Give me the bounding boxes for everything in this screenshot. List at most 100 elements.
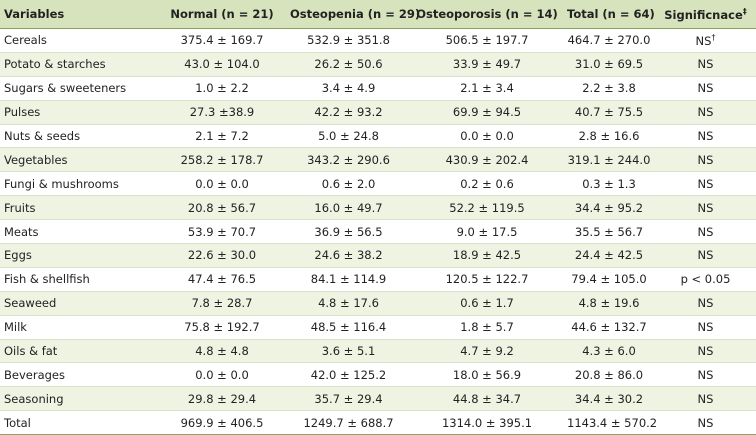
cell-text: 0.0 ± 0.0 <box>195 367 249 382</box>
cell: 18.0 ± 56.9 <box>411 362 563 388</box>
cell-text: 35.5 ± 56.7 <box>574 224 644 239</box>
cell-text: 40.7 ± 75.5 <box>574 105 644 120</box>
header-cell: Osteoporosis (n = 14) <box>411 0 563 29</box>
cell: 44.6 ± 132.7 <box>563 315 655 340</box>
cell-text: 4.8 ± 17.6 <box>318 296 379 311</box>
cell-text: NS <box>697 344 714 359</box>
cell-text: NS <box>697 105 714 120</box>
row-label: Cereals <box>0 28 158 53</box>
cell: 3.6 ± 5.1 <box>286 339 411 364</box>
cell-text: 47.4 ± 76.5 <box>187 272 257 287</box>
cell-text: 4.8 ± 19.6 <box>578 296 640 311</box>
row-label: Fungi & mushrooms <box>0 171 158 197</box>
cell: 18.9 ± 42.5 <box>411 243 563 268</box>
table-row: Fungi & mushrooms 0.0 ± 0.0 0.6 ± 2.0 0.2 ±… <box>0 171 756 197</box>
cell-text: 16.0 ± 49.7 <box>314 200 383 215</box>
cell: 9.0 ± 17.5 <box>411 219 563 245</box>
cell: 24.4 ± 42.5 <box>563 243 655 268</box>
cell: NS <box>655 52 756 77</box>
cell-text: 1143.4 ± 570.2 <box>567 415 658 430</box>
row-label: Fruits <box>0 195 158 221</box>
row-label: Meats <box>0 219 158 245</box>
cell: 43.0 ± 104.0 <box>158 52 286 77</box>
cell: 26.2 ± 50.6 <box>286 52 411 77</box>
cell-text: 1249.7 ± 688.7 <box>303 415 394 430</box>
cell-text: 0.0 ± 0.0 <box>460 129 514 143</box>
cell: 35.7 ± 29.4 <box>286 386 411 412</box>
table-row: Oils & fat 4.8 ± 4.8 3.6 ± 5.1 4.7 ± 9.2 4.3… <box>0 339 756 364</box>
footnote-mark: ‡ <box>742 6 747 16</box>
table-row: Eggs 22.6 ± 30.0 24.6 ± 38.2 18.9 ± 42.5 24.… <box>0 243 756 268</box>
cell: NS <box>655 171 756 197</box>
row-label: Sugars & sweeteners <box>0 76 158 101</box>
cell-text: 69.9 ± 94.5 <box>452 105 522 120</box>
cell-text: p < 0.05 <box>680 272 731 287</box>
cell-text: NS <box>697 152 714 167</box>
cell-text: 430.9 ± 202.4 <box>445 152 529 167</box>
cell-text: Potato & starches <box>4 57 106 72</box>
cell: 0.0 ± 0.0 <box>411 124 563 149</box>
cell-text: Seaweed <box>4 296 57 311</box>
row-label: Pulses <box>0 100 158 125</box>
cell-text: NS <box>697 415 714 430</box>
cell-text: Fruits <box>4 200 36 215</box>
cell: 22.6 ± 30.0 <box>158 243 286 268</box>
row-label: Nuts & seeds <box>0 124 158 149</box>
cell: NS <box>655 339 756 364</box>
cell: 42.2 ± 93.2 <box>286 100 411 125</box>
cell-text: 9.0 ± 17.5 <box>456 224 518 239</box>
cell-text: 75.8 ± 192.7 <box>184 320 260 335</box>
cell: 36.9 ± 56.5 <box>286 219 411 245</box>
cell-text: 35.7 ± 29.4 <box>314 391 383 406</box>
row-label: Fish & shellfish <box>0 267 158 292</box>
cell-text: 0.6 ± 2.0 <box>321 176 376 191</box>
cell: 4.8 ± 17.6 <box>286 291 411 316</box>
cell: 969.9 ± 406.5 <box>158 410 286 435</box>
cell-text: 26.2 ± 50.6 <box>314 57 383 72</box>
table-row: Cereals 375.4 ± 169.7 532.9 ± 351.8 506.5 ±… <box>0 28 756 53</box>
cell: 2.1 ± 7.2 <box>158 124 286 149</box>
cell: 2.1 ± 3.4 <box>411 76 563 101</box>
cell-text: 0.0 ± 0.0 <box>195 176 249 191</box>
cell: 120.5 ± 122.7 <box>411 267 563 292</box>
cell-text: 319.1 ± 244.0 <box>567 152 651 167</box>
cell: 0.0 ± 0.0 <box>158 171 286 197</box>
cell-text: 24.6 ± 38.2 <box>314 248 383 263</box>
cell-text: 34.4 ± 95.2 <box>574 200 644 215</box>
cell-text: 18.9 ± 42.5 <box>452 248 522 263</box>
cell: 319.1 ± 244.0 <box>563 147 655 173</box>
cell: NS† <box>655 28 756 53</box>
header-text: Variables <box>4 7 65 21</box>
cell-text: NS <box>697 367 714 382</box>
cell: 343.2 ± 290.6 <box>286 147 411 173</box>
header-text: Osteoporosis (n = 14) <box>416 7 558 21</box>
row-label: Eggs <box>0 243 158 268</box>
cell: 0.2 ± 0.6 <box>411 171 563 197</box>
cell: 2.8 ± 16.6 <box>563 124 655 149</box>
table-head: Variables Normal (n = 21) Osteopenia (n = … <box>0 0 756 29</box>
cell: 42.0 ± 125.2 <box>286 362 411 388</box>
row-label: Total <box>0 410 158 435</box>
header-text: Normal (n = 21) <box>170 7 274 21</box>
cell: 27.3 ±38.9 <box>158 100 286 125</box>
cell: NS <box>655 243 756 268</box>
cell: 48.5 ± 116.4 <box>286 315 411 340</box>
cell: 4.3 ± 6.0 <box>563 339 655 364</box>
cell-text: 43.0 ± 104.0 <box>184 57 260 72</box>
table-row: Fish & shellfish 47.4 ± 76.5 84.1 ± 114.9 1… <box>0 267 756 292</box>
cell: 34.4 ± 30.2 <box>563 386 655 412</box>
cell: 47.4 ± 76.5 <box>158 267 286 292</box>
cell: 35.5 ± 56.7 <box>563 219 655 245</box>
cell: 79.4 ± 105.0 <box>563 267 655 292</box>
cell-text: 0.2 ± 0.6 <box>460 176 514 191</box>
cell-text: 258.2 ± 178.7 <box>180 152 264 167</box>
cell: 2.2 ± 3.8 <box>563 76 655 101</box>
cell-text: 1.8 ± 5.7 <box>460 320 514 335</box>
cell-text: NS <box>697 296 714 311</box>
table-row: Total 969.9 ± 406.5 1249.7 ± 688.7 1314.0 ±… <box>0 410 756 435</box>
cell-text: 0.3 ± 1.3 <box>582 176 636 191</box>
header-row: Variables Normal (n = 21) Osteopenia (n = … <box>0 0 756 29</box>
cell-text: 18.0 ± 56.9 <box>452 367 522 382</box>
table-row: Milk 75.8 ± 192.7 48.5 ± 116.4 1.8 ± 5.7 44.… <box>0 315 756 340</box>
cell: NS <box>655 291 756 316</box>
